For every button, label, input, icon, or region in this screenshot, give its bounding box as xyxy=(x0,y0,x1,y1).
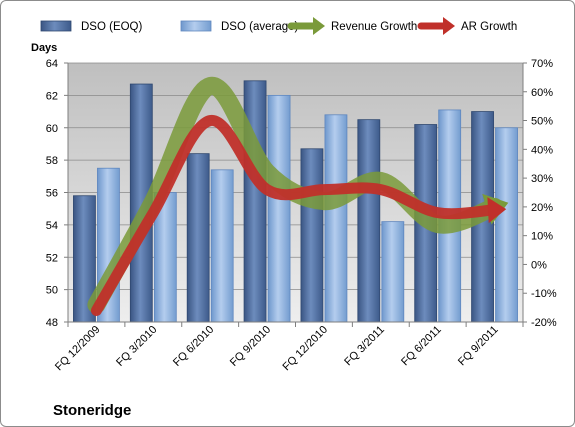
legend-swatch-dso-eoq xyxy=(40,20,72,32)
bar-dso-eoq xyxy=(300,148,324,323)
growth-lines xyxy=(87,77,509,316)
bar-dso-eoq xyxy=(243,80,267,323)
bar-dso-average xyxy=(267,94,291,323)
y-tick-label: 62 xyxy=(46,90,58,102)
bar-dso-average xyxy=(210,169,234,323)
y-tick-label: 50 xyxy=(46,285,58,297)
y2-tick-label: -20% xyxy=(531,317,557,329)
y2-tick-label: 20% xyxy=(531,202,553,214)
ar-growth-line xyxy=(90,115,501,316)
legend: DSO (EOQ) DSO (average) Revenue Growth AR G… xyxy=(40,17,517,35)
y2-tick-label: 70% xyxy=(531,58,553,70)
y2-tick-label: 40% xyxy=(531,144,553,156)
x-tick-label: FQ 6/2011 xyxy=(399,324,444,369)
legend-swatch-dso-average xyxy=(180,20,212,32)
x-tick-label: FQ 12/2009 xyxy=(53,324,103,374)
bar-dso-average xyxy=(495,127,518,323)
y2-tick-label: 10% xyxy=(531,231,553,243)
y2-tick-label: 50% xyxy=(531,116,553,128)
y-tick-label: 54 xyxy=(46,220,58,232)
bar-dso-eoq xyxy=(186,153,210,323)
x-tick-label: FQ 9/2010 xyxy=(228,324,273,369)
legend-label: Revenue Growth xyxy=(331,21,417,33)
y2-tick-label: 60% xyxy=(531,87,553,99)
revenue-growth-line xyxy=(87,77,504,314)
legend-arrow-revenue-growth xyxy=(313,17,325,35)
y2-tick-label: 30% xyxy=(531,173,553,185)
y2-tick-label: 0% xyxy=(531,259,547,271)
bar-dso-average xyxy=(381,221,405,323)
x-tick-label: FQ 9/2011 xyxy=(456,324,501,369)
legend-arrow-ar-growth xyxy=(443,17,455,35)
legend-label: DSO (EOQ) xyxy=(81,21,143,33)
y-axis-label: Days xyxy=(31,42,57,54)
x-tick-label: FQ 3/2010 xyxy=(114,324,159,369)
y-tick-label: 58 xyxy=(46,155,58,167)
y-tick-label: 52 xyxy=(46,252,58,264)
bar-dso-average xyxy=(324,114,348,323)
y-tick-label: 64 xyxy=(46,58,58,70)
chart-title: Stoneridge xyxy=(53,402,131,419)
y-tick-label: 60 xyxy=(46,123,58,135)
x-tick-label: FQ 3/2011 xyxy=(342,324,387,369)
bar-dso-eoq xyxy=(357,119,381,323)
legend-label: DSO (average) xyxy=(221,21,299,33)
x-tick-label: FQ 6/2010 xyxy=(171,324,216,369)
y-tick-label: 48 xyxy=(46,317,58,329)
x-tick-label: FQ 12/2010 xyxy=(280,324,330,374)
y-tick-label: 56 xyxy=(46,188,58,200)
legend-label: AR Growth xyxy=(461,21,517,33)
y2-tick-label: -10% xyxy=(531,288,557,300)
ar-growth-arrowhead xyxy=(487,197,507,224)
